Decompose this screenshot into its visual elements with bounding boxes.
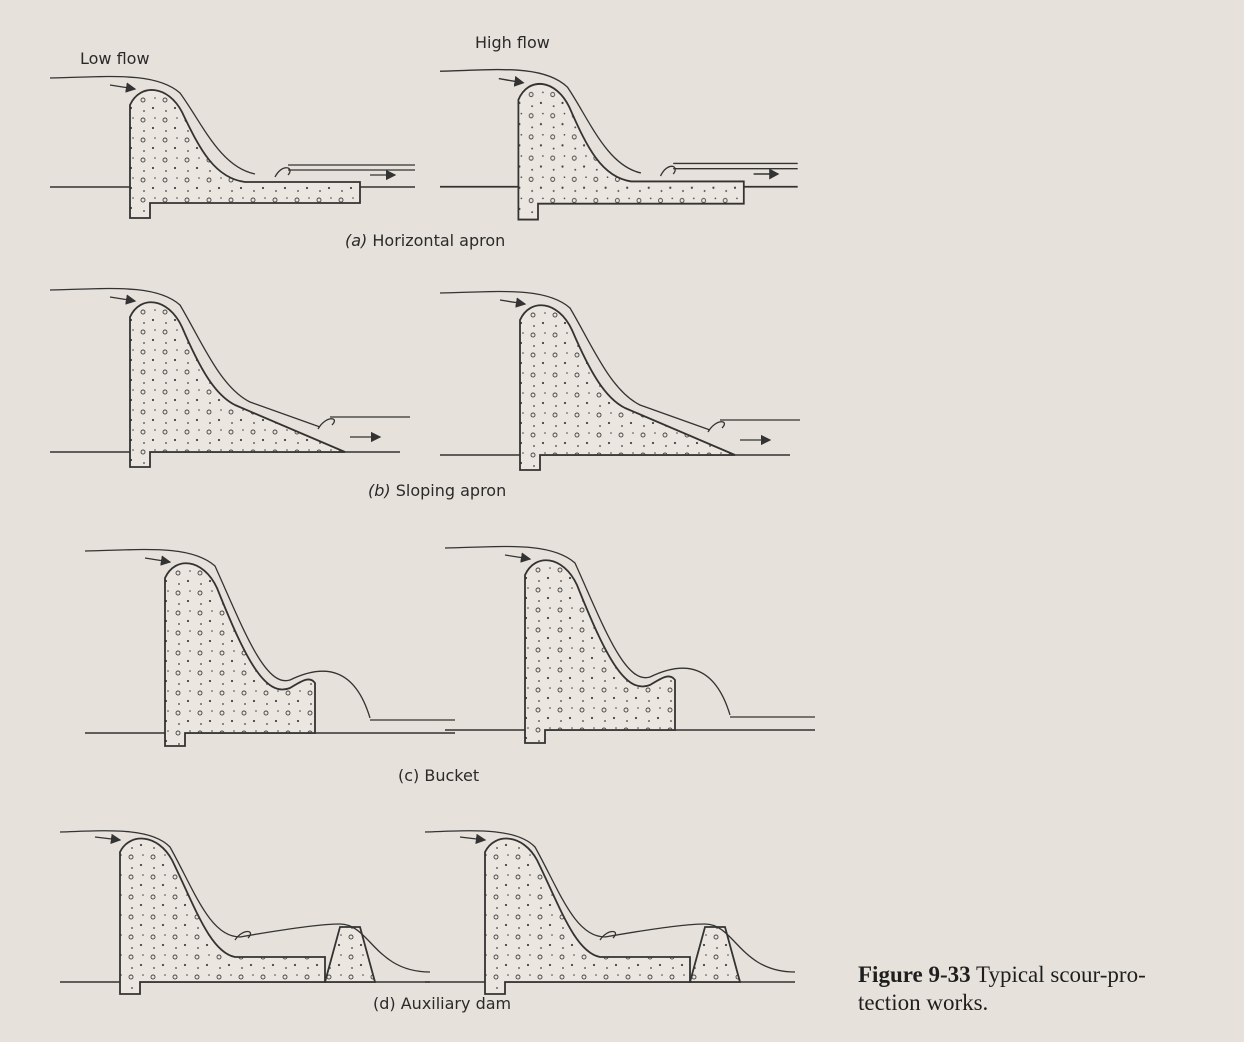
panel-letter: (d)	[373, 994, 396, 1013]
high-flow-label: High flow	[475, 33, 550, 52]
panel-label: (c) Bucket	[398, 766, 479, 785]
diagram-b: (b) Sloping apron	[50, 289, 800, 500]
panel-title: Sloping apron	[396, 481, 507, 500]
panel-label: (a) Horizontal apron	[345, 231, 505, 250]
caption-line: Figure 9-33 Typical scour-pro-	[858, 962, 1146, 987]
figure-number: Figure 9-33	[858, 962, 971, 987]
diagram-d: (d) Auxiliary dam	[60, 831, 795, 1013]
panel-letter: (b)	[368, 481, 391, 500]
panel-letter: (a)	[345, 231, 367, 250]
low-flow-label: Low flow	[80, 49, 150, 68]
diagram-c: (c) Bucket	[85, 547, 815, 785]
panel-label: (d) Auxiliary dam	[373, 994, 511, 1013]
panel-label: (b) Sloping apron	[368, 481, 506, 500]
diagram-a: Low flow High flow (a) Horizontal apron	[50, 33, 798, 250]
figure-caption: Figure 9-33 Typical scour-pro- tection w…	[858, 962, 1146, 1015]
panel-letter: (c)	[398, 766, 419, 785]
panel-title: Bucket	[424, 766, 479, 785]
panel-title: Horizontal apron	[372, 231, 505, 250]
panel-title: Auxiliary dam	[401, 994, 511, 1013]
caption-text: Typical scour-pro-	[976, 962, 1146, 987]
caption-line: tection works.	[858, 990, 988, 1015]
